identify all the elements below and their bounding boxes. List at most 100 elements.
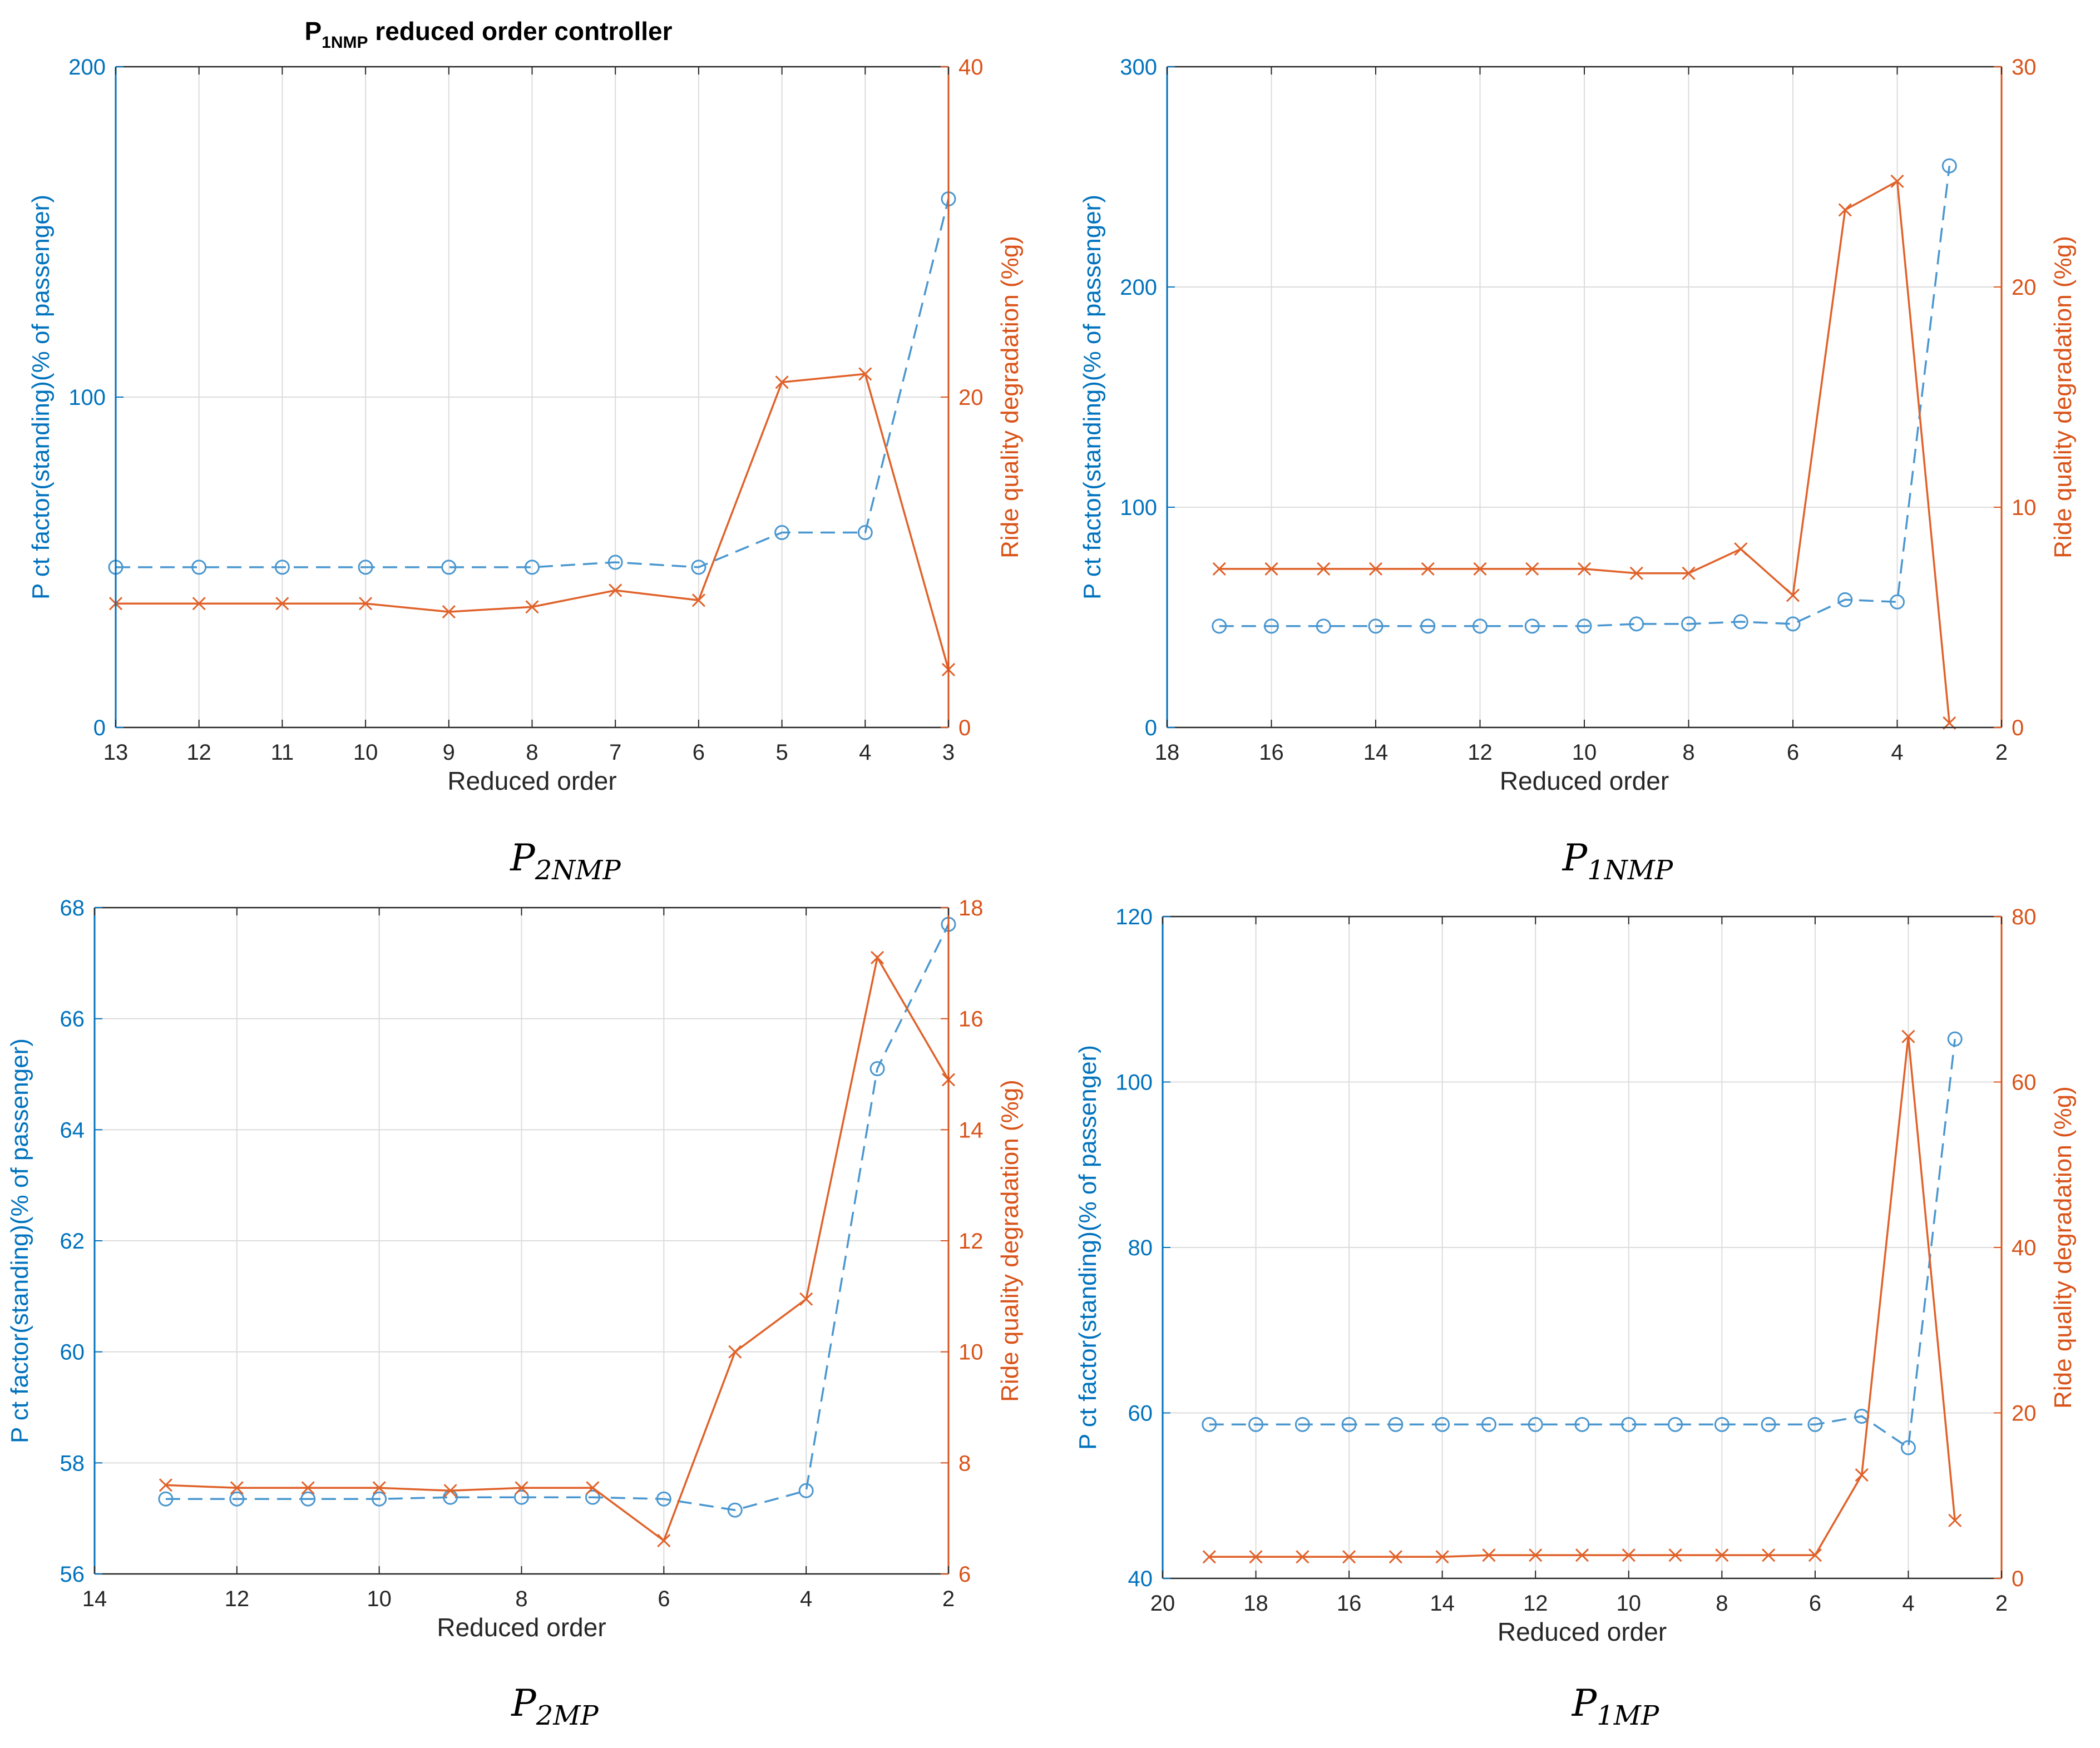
data-point-cross [1855,1468,1869,1482]
data-point-cross [1368,562,1383,576]
right-y-axis-label: Ride quality degradation (%g) [2049,236,2077,558]
data-point-cross [657,1534,671,1548]
data-point-circle [525,559,540,575]
data-point-circle [1577,618,1592,634]
panel-caption-subscript: 2NMP [535,855,621,886]
left-y-tick-label: 40 [1128,1567,1153,1591]
left-y-tick-label: 62 [60,1229,85,1254]
series-ride-quality [1202,1029,1962,1564]
data-point-cross [442,605,456,619]
series-pct-factor [158,917,956,1518]
x-tick-label: 4 [800,1587,812,1611]
data-point-circle [1248,1417,1264,1432]
data-point-cross [1808,1548,1822,1562]
x-tick-label: 4 [1891,740,1903,765]
data-point-cross [1342,1550,1356,1564]
data-point-circle [1807,1417,1823,1432]
data-point-circle [1368,618,1383,634]
right-y-axis-label: Ride quality degradation (%g) [996,1079,1024,1402]
left-y-axis-label: P ct factor(standing)(% of passenger) [27,195,55,600]
x-tick-label: 6 [1809,1591,1821,1616]
left-y-tick-label: 60 [60,1340,85,1365]
right-y-tick-label: 20 [958,385,984,410]
data-point-cross [691,593,705,607]
panel-caption-main: P [510,836,536,879]
x-tick-label: 14 [1430,1591,1455,1616]
right-y-tick-label: 10 [958,1340,984,1365]
panel-caption-subscript: 2MP [536,1700,599,1731]
data-point-circle [869,1061,885,1077]
data-point-cross [609,583,622,597]
x-tick-label: 11 [271,740,294,765]
data-point-circle [1947,1031,1963,1047]
chart-title-main: P [304,17,322,46]
x-tick-label: 12 [1523,1591,1548,1616]
data-point-circle [1294,1417,1310,1432]
right-y-tick-label: 80 [2012,905,2037,929]
x-tick-label: 3 [942,740,955,765]
panel-caption-main: P [1562,836,1588,879]
data-point-circle [691,559,706,575]
data-point-cross [443,1484,457,1498]
right-y-tick-label: 0 [2012,1567,2024,1591]
data-point-circle [1202,1417,1217,1432]
data-point-circle [1785,616,1801,632]
x-tick-label: 8 [1716,1591,1728,1616]
data-point-cross [1575,1548,1589,1562]
x-tick-label: 20 [1150,1591,1175,1616]
data-point-circle [1837,592,1853,607]
data-point-cross [1421,562,1435,576]
data-point-cross [372,1481,386,1495]
x-tick-label: 18 [1243,1591,1268,1616]
data-point-circle [656,1491,671,1507]
x-tick-label: 12 [186,740,211,765]
data-point-cross [1838,203,1852,217]
x-tick-label: 18 [1155,740,1180,765]
x-tick-label: 12 [225,1587,250,1611]
series-line [1209,1039,1956,1450]
data-point-circle [1900,1440,1916,1455]
data-point-cross [1482,1548,1496,1562]
data-point-circle [1316,618,1331,634]
data-point-circle [585,1489,600,1505]
x-axis-label: Reduced order [447,766,616,795]
x-tick-label: 10 [367,1587,392,1611]
x-tick-label: 14 [82,1587,107,1611]
data-point-cross [858,367,872,381]
x-tick-label: 16 [1337,1591,1362,1616]
left-y-tick-label: 100 [68,385,106,410]
data-point-cross [1762,1548,1776,1562]
data-point-circle [1574,1417,1590,1432]
x-tick-label: 2 [942,1587,955,1611]
data-point-circle [191,559,207,575]
panel-caption-main: P [511,1682,537,1725]
x-tick-label: 8 [515,1587,527,1611]
data-point-circle [727,1502,743,1518]
data-point-cross [1577,562,1592,576]
data-point-cross [1629,566,1643,580]
left-y-tick-label: 58 [60,1451,85,1475]
panel-caption: P1MP [1572,1682,1659,1731]
x-tick-label: 4 [859,740,871,765]
data-point-circle [1528,1417,1543,1432]
data-point-circle [1681,616,1696,632]
data-point-cross [525,600,539,614]
data-point-cross [515,1481,528,1495]
data-point-cross [1529,1548,1543,1562]
data-point-circle [1524,618,1540,634]
left-y-tick-label: 80 [1128,1236,1153,1260]
data-point-circle [1668,1417,1683,1432]
data-point-cross [1622,1548,1635,1562]
series-ride-quality [159,950,956,1548]
data-point-circle [1264,618,1279,634]
x-tick-label: 6 [1787,740,1799,765]
left-y-axis-label: P ct factor(standing)(% of passenger) [1079,195,1106,600]
data-point-circle [514,1489,529,1505]
left-y-tick-label: 200 [68,55,106,80]
x-tick-label: 10 [1572,740,1597,765]
data-point-cross [1668,1548,1682,1562]
data-point-cross [1473,562,1487,576]
